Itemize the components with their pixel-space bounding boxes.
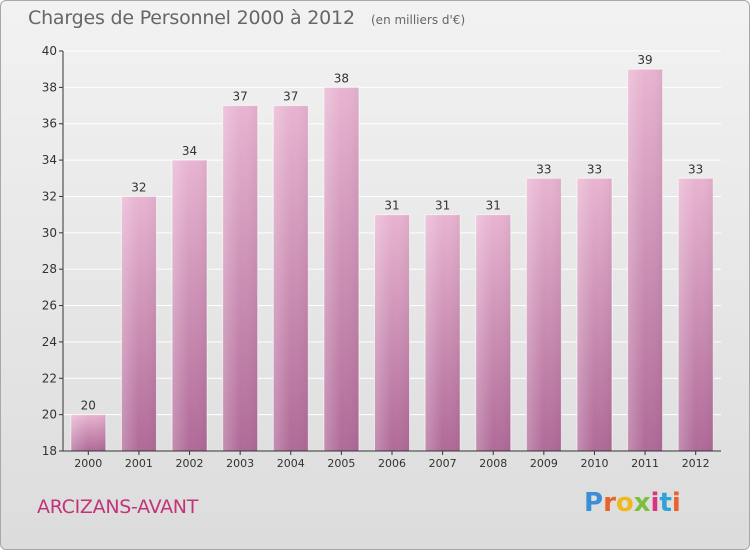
x-tick-label: 2011 — [631, 457, 659, 470]
bar-value-label: 39 — [637, 53, 652, 67]
x-tick-label: 2000 — [74, 457, 102, 470]
bar-shine — [121, 196, 157, 451]
x-tick-label: 2008 — [479, 457, 507, 470]
y-tick-label: 38 — [42, 80, 57, 94]
y-tick-label: 26 — [42, 299, 57, 313]
chart-title: Charges de Personnel 2000 à 2012 — [28, 7, 355, 29]
bar-value-label: 34 — [182, 144, 197, 158]
x-tick-label: 2007 — [429, 457, 457, 470]
x-tick-label: 2003 — [226, 457, 254, 470]
x-tick-label: 2004 — [277, 457, 305, 470]
logo-letter: x — [633, 488, 651, 518]
y-tick-label: 18 — [42, 444, 57, 458]
bar-shine — [70, 414, 106, 451]
logo-letter: i — [671, 488, 681, 518]
x-tick-label: 2009 — [530, 457, 558, 470]
x-tick-label: 2010 — [580, 457, 608, 470]
y-tick-label: 24 — [42, 335, 57, 349]
bar-value-label: 33 — [688, 162, 703, 176]
bar-value-label: 37 — [283, 90, 298, 104]
y-tick-label: 22 — [42, 371, 57, 385]
bar-shine — [172, 160, 208, 451]
bar-shine — [374, 214, 410, 451]
x-tick-label: 2006 — [378, 457, 406, 470]
x-tick-label: 2012 — [682, 457, 710, 470]
bar-value-label: 37 — [233, 90, 248, 104]
y-tick-label: 34 — [42, 153, 57, 167]
bar-shine — [678, 178, 714, 452]
bar-shine — [627, 69, 663, 451]
bar-shine — [273, 105, 309, 451]
y-tick-label: 40 — [42, 44, 57, 58]
bar-shine — [526, 178, 562, 452]
bar-value-label: 33 — [587, 162, 602, 176]
y-tick-label: 20 — [42, 408, 57, 422]
bar-shine — [222, 105, 258, 451]
bar-value-label: 32 — [131, 180, 146, 194]
logo-letter: i — [650, 488, 660, 518]
y-tick-label: 28 — [42, 262, 57, 276]
x-tick-label: 2001 — [125, 457, 153, 470]
y-tick-label: 30 — [42, 226, 57, 240]
x-tick-label: 2002 — [176, 457, 204, 470]
bar-value-label: 31 — [486, 199, 501, 213]
logo-letter: r — [603, 488, 616, 518]
y-tick-label: 36 — [42, 117, 57, 131]
bar-shine — [576, 178, 612, 452]
y-tick-label: 32 — [42, 189, 57, 203]
logo-letter: o — [615, 488, 634, 518]
proxiti-logo[interactable]: Proxiti — [584, 488, 681, 518]
bar-value-label: 20 — [81, 399, 96, 413]
bar-shine — [425, 214, 461, 451]
logo-letter: P — [584, 488, 604, 518]
bar-value-label: 33 — [536, 162, 551, 176]
bar-shine — [323, 87, 359, 451]
bar-value-label: 31 — [384, 199, 399, 213]
bar-value-label: 38 — [334, 71, 349, 85]
x-tick-label: 2005 — [327, 457, 355, 470]
bar-value-label: 31 — [435, 199, 450, 213]
bar-shine — [475, 214, 511, 451]
logo-letter: t — [659, 488, 672, 518]
chart-unit-label: (en milliers d'€) — [371, 13, 466, 27]
town-name: ARCIZANS-AVANT — [37, 496, 199, 518]
